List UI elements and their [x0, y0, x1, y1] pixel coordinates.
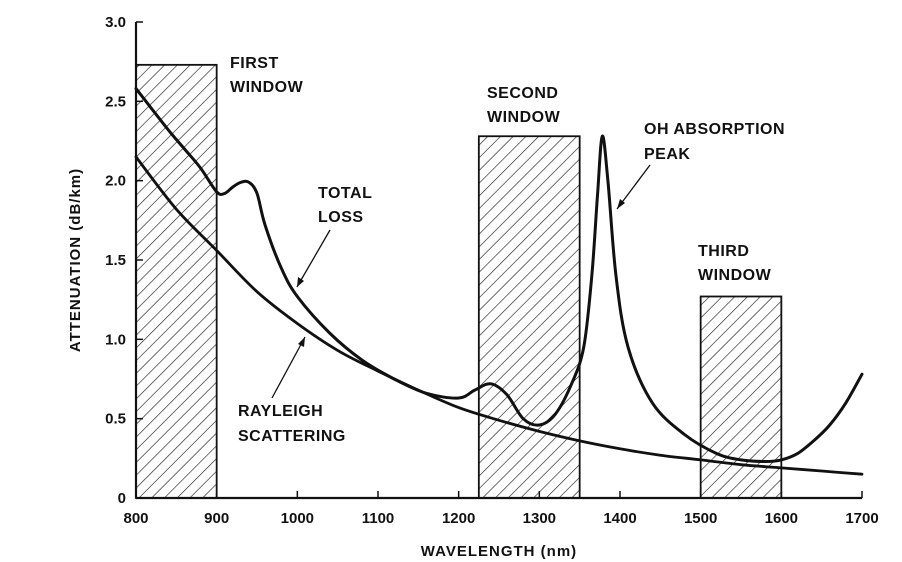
x-tick-label: 1200 [442, 510, 475, 527]
axis-ticks: 800 900 1000 1100 1200 1300 1400 1500 1600 1700 0 0… [105, 14, 879, 527]
total-loss-label-line1: TOTAL [318, 185, 372, 202]
window-3-rect [699, 295, 783, 499]
window-1-rect [135, 63, 218, 499]
y-tick-label: 2.5 [105, 93, 126, 110]
rayleigh-scattering-curve [134, 155, 864, 476]
first-window-label-line1: FIRST [230, 55, 279, 72]
second-window-label-line2: WINDOW [487, 109, 561, 126]
total-loss-arrow [296, 229, 331, 288]
window-2-rect [477, 135, 581, 499]
oh-peak-arrowhead [617, 199, 625, 209]
rayleigh-arrow [271, 336, 306, 399]
oh-peak-label-line1: OH ABSORPTION [644, 121, 785, 138]
second-window-label-line1: SECOND [487, 85, 558, 102]
x-tick-label: 1100 [362, 510, 395, 527]
y-axis-label: ATTENUATION (dB/km) [67, 168, 84, 352]
y-tick-label: 2.0 [105, 173, 126, 190]
x-tick-label: 1400 [603, 510, 636, 527]
x-tick-label: 1000 [281, 510, 314, 527]
y-tick-label: 1.5 [105, 252, 126, 269]
x-tick-label: 900 [204, 510, 229, 527]
rayleigh-label-line1: RAYLEIGH [238, 403, 323, 420]
total-loss-curve [134, 87, 864, 463]
oh-peak-label-line2: PEAK [644, 146, 690, 163]
transmission-windows [135, 63, 783, 499]
x-tick-label: 1700 [845, 510, 878, 527]
x-tick-label: 1300 [523, 510, 556, 527]
total-loss-arrowhead [297, 277, 304, 287]
x-axis-label: WAVELENGTH (nm) [421, 543, 577, 560]
first-window-label-line2: WINDOW [230, 79, 304, 96]
third-window-label-line1: THIRD [698, 243, 749, 260]
third-window-label-line2: WINDOW [698, 267, 772, 284]
y-tick-label: 0 [118, 490, 126, 507]
y-tick-label: 1.0 [105, 331, 126, 348]
rayleigh-label-line2: SCATTERING [238, 428, 346, 445]
x-tick-label: 800 [123, 510, 148, 527]
y-tick-label: 3.0 [105, 14, 126, 31]
rayleigh-arrowhead [298, 337, 305, 347]
series-lines [134, 87, 864, 476]
x-tick-label: 1500 [684, 510, 717, 527]
y-tick-label: 0.5 [105, 411, 126, 428]
total-loss-label-line2: LOSS [318, 209, 364, 226]
x-tick-label: 1600 [765, 510, 798, 527]
